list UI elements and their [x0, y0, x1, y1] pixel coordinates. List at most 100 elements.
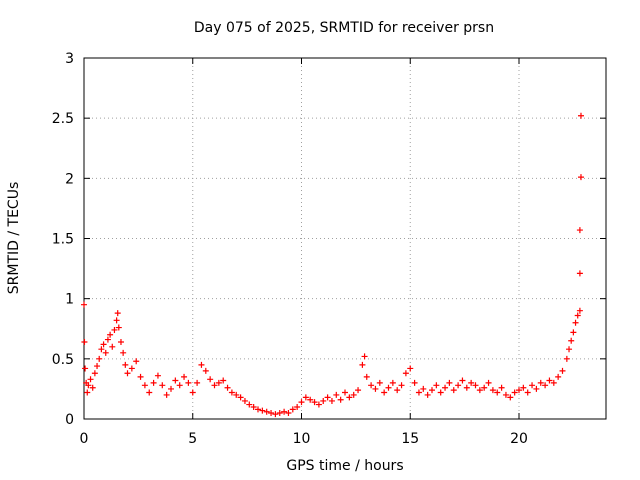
data-point [302, 394, 309, 401]
data-points [81, 112, 584, 418]
data-point [570, 329, 577, 336]
data-point [176, 382, 183, 389]
data-point [185, 379, 192, 386]
data-point [84, 389, 91, 396]
data-point [285, 409, 292, 416]
data-point [381, 389, 388, 396]
data-point [516, 387, 522, 394]
data-point [350, 391, 357, 398]
data-point [546, 377, 553, 384]
data-point [342, 389, 348, 396]
data-point [533, 385, 540, 392]
x-tick-label: 20 [510, 431, 528, 447]
y-axis-label: SRMTID / TECUs [6, 182, 22, 295]
data-point [215, 379, 222, 386]
data-point [568, 337, 575, 344]
data-point [389, 379, 396, 386]
data-point [489, 387, 496, 394]
data-point [298, 399, 305, 406]
data-point [98, 346, 105, 353]
data-point [276, 409, 283, 416]
grid [84, 58, 606, 419]
data-point [141, 382, 148, 389]
data-point [577, 112, 584, 119]
data-point [502, 391, 509, 398]
data-point [115, 324, 122, 331]
data-point [524, 389, 531, 396]
data-point [246, 401, 253, 408]
data-point [194, 379, 201, 386]
data-point [472, 382, 479, 389]
data-point [576, 270, 583, 277]
data-point [459, 377, 466, 384]
data-point [113, 317, 120, 324]
data-point [294, 403, 301, 410]
data-point [320, 397, 327, 404]
data-point [511, 389, 518, 396]
data-point [207, 376, 214, 383]
data-point [476, 387, 483, 394]
y-tick-label: 0.5 [52, 352, 74, 368]
y-tick-label: 0 [65, 412, 74, 428]
data-point [576, 307, 583, 314]
data-point [272, 411, 279, 418]
ticks: 0 0.5 1 1.5 2 2.5 3 0 5 10 15 20 [52, 51, 606, 447]
x-tick-label: 0 [80, 431, 89, 447]
data-point [81, 338, 88, 345]
data-point [359, 361, 366, 368]
data-point [481, 384, 488, 391]
data-point [572, 319, 579, 326]
data-point [415, 389, 422, 396]
data-point [542, 382, 549, 389]
data-point [398, 382, 405, 389]
data-point [333, 391, 340, 398]
data-point [385, 384, 392, 391]
data-point [420, 385, 427, 392]
data-point [455, 382, 462, 389]
data-point [117, 338, 124, 345]
data-point [363, 373, 370, 380]
data-point [107, 331, 114, 338]
data-point [133, 358, 140, 365]
data-point [233, 391, 240, 398]
data-point [407, 365, 414, 372]
data-point [89, 384, 96, 391]
data-point [82, 365, 89, 372]
data-point [150, 379, 157, 386]
data-point [128, 365, 135, 372]
data-point [577, 174, 584, 181]
data-point [224, 384, 231, 391]
data-point [104, 336, 111, 343]
data-point [111, 326, 118, 333]
data-point [220, 377, 227, 384]
y-tick-label: 2.5 [52, 111, 74, 127]
data-point [189, 389, 196, 396]
data-point [268, 409, 275, 416]
x-tick-label: 15 [401, 431, 419, 447]
data-point [122, 361, 129, 368]
data-point [355, 387, 362, 394]
data-point [507, 394, 514, 401]
data-point [574, 312, 581, 319]
data-point [328, 397, 335, 404]
data-point [211, 382, 218, 389]
data-point [468, 379, 475, 386]
data-point [485, 379, 492, 386]
data-point [376, 379, 383, 386]
data-point [120, 349, 127, 356]
data-point [555, 373, 562, 380]
data-point [550, 379, 557, 386]
data-point [463, 384, 470, 391]
data-point [394, 387, 401, 394]
data-point [372, 385, 379, 392]
data-point [563, 355, 570, 362]
data-point [228, 389, 235, 396]
data-point [446, 379, 453, 386]
data-point [559, 367, 566, 374]
data-point [259, 407, 266, 414]
data-point [154, 372, 161, 379]
data-point [520, 384, 527, 391]
data-point [250, 403, 257, 410]
data-point [168, 385, 174, 392]
